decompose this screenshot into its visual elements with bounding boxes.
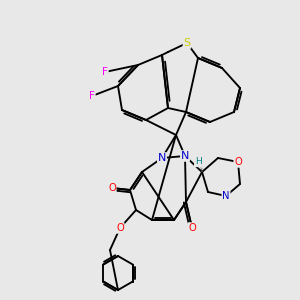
Text: O: O xyxy=(234,157,242,167)
Text: F: F xyxy=(102,67,108,77)
Text: S: S xyxy=(183,38,190,48)
Text: N: N xyxy=(181,151,189,161)
Text: O: O xyxy=(188,223,196,233)
Text: O: O xyxy=(116,223,124,233)
Text: F: F xyxy=(89,91,95,101)
Text: N: N xyxy=(222,191,230,201)
Text: H: H xyxy=(195,158,201,166)
Text: O: O xyxy=(108,183,116,193)
Text: N: N xyxy=(158,153,166,163)
